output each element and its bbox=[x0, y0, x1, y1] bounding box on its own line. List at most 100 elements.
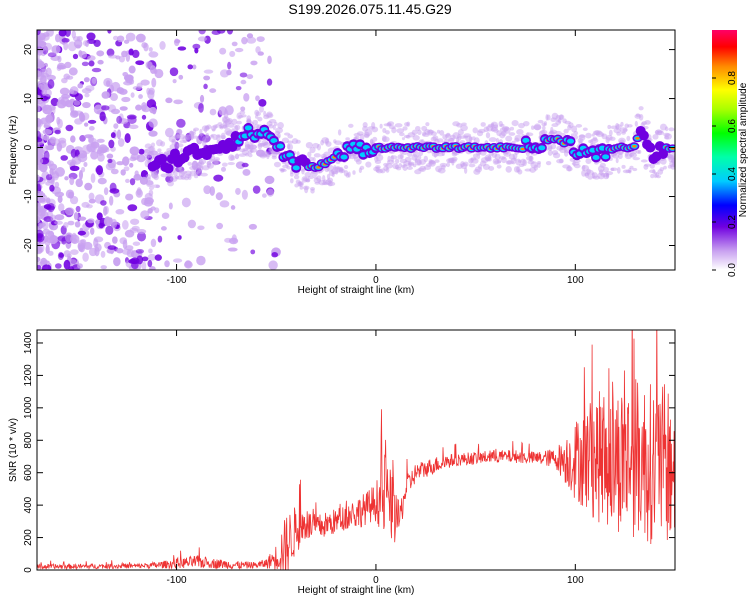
y-tick-label: 0 bbox=[23, 567, 34, 573]
ridge-halo bbox=[610, 167, 618, 172]
ridge-halo bbox=[334, 140, 342, 146]
noise-blob bbox=[235, 161, 246, 169]
ridge-halo bbox=[615, 157, 619, 164]
ridge-halo bbox=[408, 162, 415, 167]
ridge-halo bbox=[509, 126, 515, 131]
ridge-halo bbox=[248, 153, 253, 158]
noise-blob bbox=[169, 67, 179, 77]
noise-blob bbox=[109, 195, 114, 206]
ridge-halo bbox=[402, 126, 408, 131]
ridge-halo bbox=[299, 186, 304, 190]
ridge-halo bbox=[428, 161, 436, 165]
ridge-halo bbox=[634, 120, 638, 127]
noise-blob bbox=[121, 220, 129, 230]
ridge-halo bbox=[656, 130, 665, 136]
noise-blob bbox=[86, 32, 96, 41]
ridge-halo bbox=[355, 158, 362, 165]
noise-blob bbox=[93, 238, 99, 248]
noise-blob bbox=[154, 254, 162, 261]
ridge-halo bbox=[264, 151, 272, 157]
ridge-halo bbox=[372, 136, 378, 142]
ridge-halo bbox=[327, 177, 334, 183]
ridge-halo bbox=[394, 123, 403, 128]
noise-blob bbox=[56, 65, 62, 72]
ridge-halo bbox=[246, 115, 252, 123]
ridge-halo bbox=[272, 124, 276, 130]
noise-blob bbox=[197, 225, 205, 231]
noise-blob bbox=[136, 187, 142, 196]
noise-blob bbox=[124, 133, 131, 144]
noise-blob bbox=[107, 158, 113, 164]
noise-blob bbox=[116, 115, 123, 125]
ridge-core bbox=[635, 137, 640, 140]
ridge-halo bbox=[180, 147, 184, 154]
noise-blob bbox=[88, 192, 95, 201]
colorbar-tick-label: 0.2 bbox=[727, 215, 738, 229]
noise-blob bbox=[110, 93, 118, 101]
ridge-halo bbox=[301, 168, 305, 175]
ridge-halo bbox=[404, 156, 412, 162]
spectrogram-x-ticks: -100 0 100 bbox=[167, 30, 584, 286]
noise-blob bbox=[69, 165, 80, 171]
ridge-halo bbox=[151, 142, 156, 148]
noise-blob bbox=[250, 60, 258, 66]
noise-blob bbox=[132, 85, 143, 91]
ridge-halo bbox=[230, 155, 236, 161]
noise-blob bbox=[110, 108, 121, 115]
noise-blob bbox=[81, 61, 89, 67]
ridge-halo bbox=[210, 133, 217, 138]
ridge-halo bbox=[155, 184, 160, 189]
ridge-halo bbox=[637, 149, 642, 154]
ridge-halo bbox=[459, 140, 466, 144]
ridge-halo bbox=[310, 187, 316, 191]
noise-blob bbox=[129, 178, 136, 186]
ridge-halo bbox=[277, 132, 281, 139]
ridge-halo bbox=[585, 132, 592, 139]
noise-blob bbox=[63, 222, 69, 229]
snr-y-label: SNR (10 * v/v) bbox=[8, 418, 19, 482]
ridge-halo bbox=[514, 134, 523, 142]
ridge-halo bbox=[487, 158, 492, 162]
noise-blob bbox=[149, 266, 156, 270]
ridge-halo bbox=[468, 136, 473, 142]
noise-blob bbox=[68, 67, 78, 76]
noise-blob bbox=[46, 145, 54, 150]
ridge-halo bbox=[227, 161, 235, 166]
colorbar-tick-label: 0.8 bbox=[727, 71, 738, 85]
noise-blob bbox=[113, 123, 119, 129]
noise-blob bbox=[229, 50, 236, 58]
noise-blob bbox=[37, 202, 41, 208]
noise-blob bbox=[37, 123, 41, 131]
noise-blob bbox=[107, 245, 117, 250]
noise-blob bbox=[246, 36, 257, 44]
noise-blob bbox=[136, 229, 147, 234]
noise-blob bbox=[148, 87, 155, 95]
noise-blob bbox=[250, 249, 256, 255]
noise-blob bbox=[203, 69, 214, 74]
noise-blob bbox=[148, 248, 153, 254]
ridge-halo bbox=[522, 120, 530, 127]
ridge-halo bbox=[632, 157, 641, 161]
noise-blob bbox=[97, 177, 107, 185]
noise-blob bbox=[150, 206, 156, 211]
ridge-halo bbox=[663, 165, 667, 170]
ridge-halo bbox=[423, 155, 429, 163]
noise-blob bbox=[78, 111, 84, 120]
noise-blob bbox=[227, 247, 238, 252]
ridge-halo bbox=[157, 148, 162, 153]
noise-blob bbox=[70, 135, 76, 143]
noise-blob bbox=[252, 185, 261, 194]
ridge-halo bbox=[494, 153, 501, 160]
ridge-halo bbox=[252, 119, 258, 125]
noise-blob bbox=[100, 250, 106, 258]
colorbar-tick-label: 0.6 bbox=[727, 119, 738, 133]
noise-blob bbox=[90, 141, 100, 149]
noise-blob bbox=[63, 41, 69, 51]
noise-blob bbox=[73, 212, 79, 221]
ridge-halo bbox=[533, 164, 539, 171]
noise-blob bbox=[37, 174, 40, 182]
ridge-halo bbox=[649, 163, 655, 169]
noise-blob bbox=[219, 47, 227, 55]
ridge-mid bbox=[538, 145, 546, 151]
